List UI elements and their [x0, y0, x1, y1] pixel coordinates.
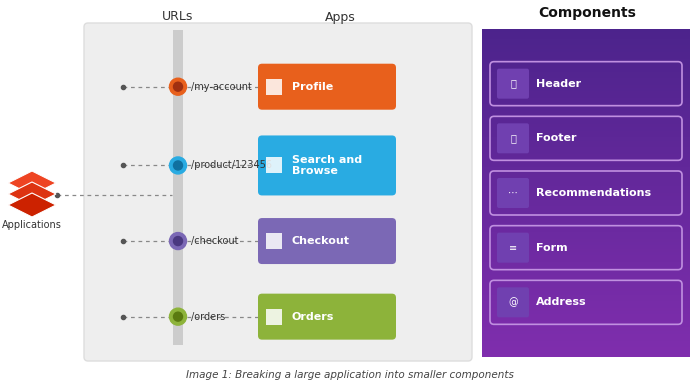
Text: /orders: /orders [191, 311, 225, 321]
Text: Footer: Footer [536, 133, 577, 143]
FancyBboxPatch shape [258, 136, 396, 196]
Circle shape [174, 312, 183, 321]
Circle shape [169, 78, 186, 95]
Text: /product/123456: /product/123456 [191, 161, 272, 171]
Text: Address: Address [536, 297, 587, 307]
Text: ⋯: ⋯ [508, 188, 518, 198]
Text: URLs: URLs [162, 10, 194, 23]
Circle shape [174, 161, 183, 170]
Polygon shape [8, 171, 56, 195]
Circle shape [169, 157, 186, 174]
FancyBboxPatch shape [84, 23, 472, 361]
Text: /my-account: /my-account [191, 82, 252, 92]
Bar [173, 30, 183, 345]
FancyBboxPatch shape [258, 218, 396, 264]
Text: ⎓: ⎓ [510, 79, 516, 89]
Text: Search and
Browse: Search and Browse [292, 155, 362, 176]
Text: Components: Components [538, 6, 636, 20]
Text: @: @ [508, 297, 518, 307]
Text: Recommendations: Recommendations [536, 188, 651, 198]
Circle shape [174, 236, 183, 246]
FancyBboxPatch shape [497, 123, 529, 153]
Text: Orders: Orders [292, 311, 335, 321]
Polygon shape [8, 193, 56, 217]
FancyBboxPatch shape [258, 294, 396, 340]
FancyBboxPatch shape [258, 64, 396, 110]
Circle shape [169, 308, 186, 325]
Text: Applications: Applications [2, 220, 62, 230]
Polygon shape [8, 182, 56, 206]
FancyBboxPatch shape [497, 178, 529, 208]
Text: Checkout: Checkout [292, 236, 350, 246]
Text: Image 1: Breaking a large application into smaller components: Image 1: Breaking a large application in… [186, 370, 514, 380]
Text: Apps: Apps [325, 10, 356, 23]
Text: ⎓: ⎓ [510, 133, 516, 143]
Circle shape [169, 233, 186, 249]
FancyBboxPatch shape [497, 287, 529, 317]
FancyBboxPatch shape [497, 233, 529, 263]
Text: ≡: ≡ [509, 243, 517, 253]
Text: /checkout: /checkout [191, 236, 239, 246]
Circle shape [174, 82, 183, 91]
Text: Header: Header [536, 79, 581, 89]
FancyBboxPatch shape [497, 69, 529, 99]
Text: Form: Form [536, 243, 568, 253]
Text: Profile: Profile [292, 82, 333, 92]
